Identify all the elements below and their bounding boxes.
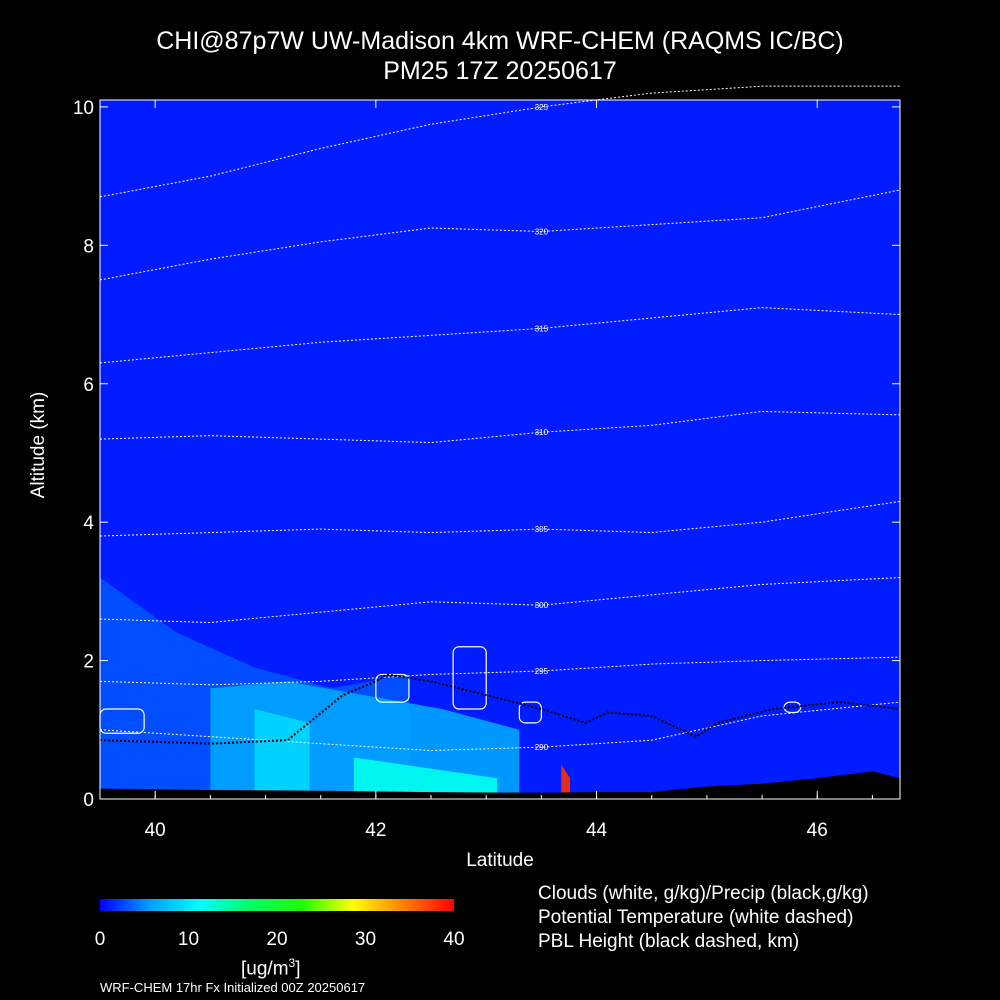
chart-title-line1: CHI@87p7W UW-Madison 4km WRF-CHEM (RAQMS… (156, 27, 844, 55)
colorbar-tick-1: 10 (178, 929, 199, 950)
theta-contour-290 (99, 701, 901, 752)
theta-contour-295 (99, 656, 901, 686)
x-tick-label-3: 46 (807, 820, 828, 841)
cloud-2 (518, 701, 542, 724)
x-tick-label-2: 44 (586, 820, 608, 841)
theta-contour-320 (99, 189, 901, 281)
theta-label-300: 300 (535, 601, 549, 610)
theta-label-305: 305 (535, 525, 549, 534)
y-tick-label-2: 4 (83, 513, 94, 534)
theta-label-290: 290 (535, 743, 549, 752)
colorbar-ticks: 0 10 20 30 40 (95, 929, 465, 950)
colorbar-tick-2: 20 (266, 929, 287, 950)
x-tick-label-0: 40 (145, 820, 166, 841)
theta-label-310: 310 (535, 428, 549, 437)
legend-clouds: Clouds (white, g/kg)/Precip (black,g/kg) (538, 883, 869, 904)
theta-contour-315 (99, 307, 901, 364)
colorbar-tick-0: 0 (95, 929, 106, 950)
theta-label-295: 295 (535, 667, 549, 676)
colorbar-tick-4: 40 (443, 929, 464, 950)
theta-contour-305 (99, 500, 901, 537)
colorbar-tick-3: 30 (355, 929, 376, 950)
legend-theta: Potential Temperature (white dashed) (538, 907, 854, 928)
theta-label-315: 315 (535, 324, 549, 333)
y-tick-label-1: 2 (83, 652, 94, 673)
plot-frame (99, 99, 901, 800)
colorbar-unit: [ug/m3] (241, 956, 301, 980)
theta-label-320: 320 (535, 227, 549, 236)
pbl-height-line (99, 673, 901, 745)
y-tick-label-3: 6 (83, 375, 94, 396)
x-axis-label: Latitude (466, 850, 534, 871)
colorbar (100, 899, 454, 911)
terrain (100, 771, 900, 799)
legend-pbl: PBL Height (black dashed, km) (538, 931, 800, 952)
pm25-region-4 (561, 764, 571, 799)
theta-contour-310 (99, 410, 901, 444)
theta-label-325: 325 (535, 103, 549, 112)
theta-contour-300 (99, 577, 901, 624)
pm25-region-3 (353, 757, 498, 799)
y-tick-label-0: 0 (83, 790, 94, 811)
cloud-1 (452, 646, 487, 710)
x-tick-label-1: 42 (365, 820, 386, 841)
y-tick-label-5: 10 (73, 98, 94, 119)
footer-init-info: WRF-CHEM 17hr Fx Initialized 00Z 2025061… (100, 980, 366, 995)
y-tick-label-4: 8 (83, 236, 94, 257)
y-axis-label: Altitude (km) (28, 392, 49, 499)
pm25-region-2 (254, 709, 310, 799)
chart-title-line2: PM25 17Z 20250617 (383, 57, 617, 85)
